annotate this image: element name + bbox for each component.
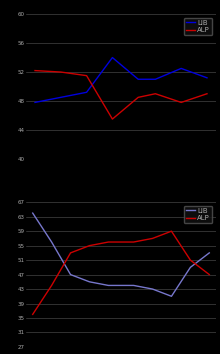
Legend: LIB, ALP: LIB, ALP xyxy=(184,18,212,35)
Legend: LIB, ALP: LIB, ALP xyxy=(184,206,212,223)
